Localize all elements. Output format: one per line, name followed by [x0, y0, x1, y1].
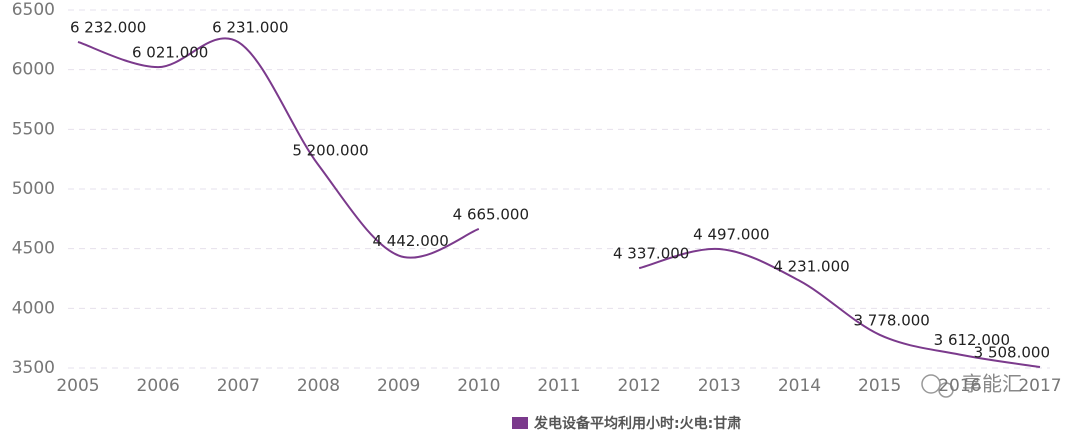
- value-label: 3 508.000: [974, 344, 1050, 362]
- x-tick-label: 2014: [778, 376, 821, 396]
- x-tick-label: 2008: [297, 376, 340, 396]
- value-label: 4 231.000: [773, 257, 849, 275]
- y-tick-label: 5500: [12, 119, 55, 139]
- value-label: 5 200.000: [292, 142, 368, 160]
- x-tick-label: 2016: [938, 376, 981, 396]
- x-tick-label: 2013: [698, 376, 741, 396]
- x-tick-label: 2017: [1018, 376, 1061, 396]
- line: [638, 247, 1041, 369]
- y-tick-label: 6000: [12, 60, 55, 80]
- legend-label: 发电设备平均利用小时:火电:甘肃: [533, 415, 741, 432]
- x-tick-label: 2010: [457, 376, 500, 396]
- x-tick-label: 2007: [217, 376, 260, 396]
- value-label: 4 442.000: [372, 232, 448, 250]
- value-label: 3 612.000: [934, 331, 1010, 349]
- x-tick-label: 2015: [858, 376, 901, 396]
- y-tick-label: 6500: [12, 0, 55, 20]
- x-tick-label: 2011: [537, 376, 580, 396]
- value-label: 3 778.000: [853, 311, 929, 329]
- x-tick-label: 2006: [137, 376, 180, 396]
- x-tick-label: 2005: [56, 376, 99, 396]
- watermark: 享能汇: [962, 372, 1022, 396]
- watermark-icon: [921, 374, 954, 398]
- value-label: 6 231.000: [212, 19, 288, 37]
- x-tick-label: 2012: [618, 376, 661, 396]
- line: [77, 37, 480, 259]
- y-tick-label: 4000: [12, 298, 55, 318]
- value-label: 6 232.000: [70, 18, 146, 36]
- value-label: 4 497.000: [693, 226, 769, 244]
- y-tick-label: 5000: [12, 179, 55, 199]
- value-label: 6 021.000: [132, 44, 208, 62]
- y-tick-label: 4500: [12, 239, 55, 259]
- value-label: 4 665.000: [453, 205, 529, 223]
- y-tick-label: 3500: [12, 358, 55, 378]
- x-tick-label: 2009: [377, 376, 420, 396]
- value-label: 4 337.000: [613, 245, 689, 263]
- legend-swatch: [512, 417, 528, 429]
